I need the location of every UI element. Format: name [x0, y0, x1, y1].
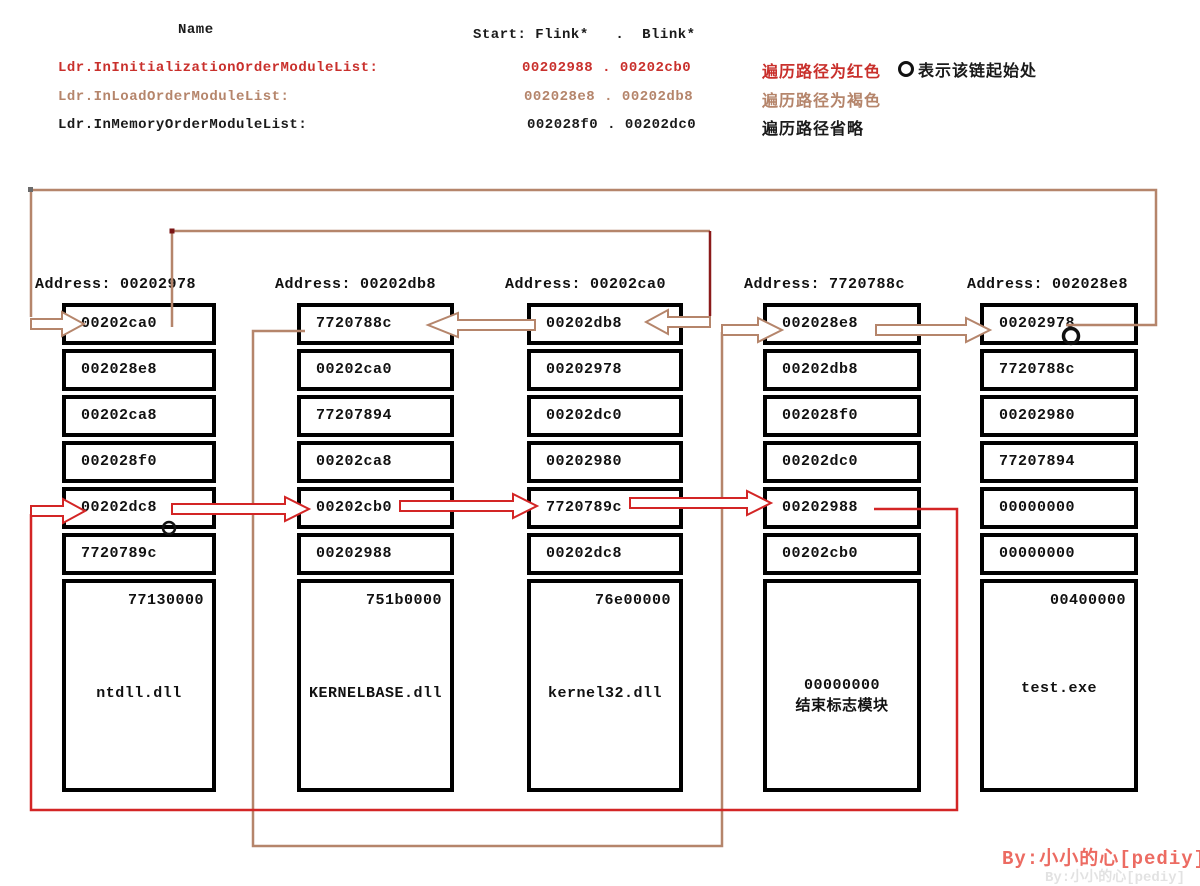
- faint-watermark-echo: By:小小的心[pediy]: [1045, 870, 1186, 886]
- memory-block-kernel32: 00202db8 00202978 00202dc0 00202980 7720…: [527, 303, 683, 792]
- block2-address: Address: 00202db8: [275, 276, 436, 293]
- cell-value: 00202cb0: [297, 487, 454, 529]
- cell-value: 002028f0: [763, 395, 921, 437]
- cell-value: 00000000: [980, 533, 1138, 575]
- row-inloadorder-label: Ldr.InLoadOrderModuleList:: [58, 89, 290, 105]
- cell-value: 00202ca0: [297, 349, 454, 391]
- cell-value: 00202dc0: [527, 395, 683, 437]
- row-inloadorder-values: 002028e8 . 00202db8: [524, 89, 694, 105]
- block4-address: Address: 7720788c: [744, 276, 905, 293]
- corner-dot: [169, 228, 175, 234]
- module-name: 00000000 结束标志模块: [767, 675, 917, 717]
- chain-start-legend-text: 表示该链起始处: [918, 63, 1038, 81]
- cell-value: 00202dc0: [763, 441, 921, 483]
- block5-address: Address: 002028e8: [967, 276, 1128, 293]
- memory-block-kernelbase: 7720788c 00202ca0 77207894 00202ca8 0020…: [297, 303, 454, 792]
- memory-block-end-marker: 002028e8 00202db8 002028f0 00202dc0 0020…: [763, 303, 921, 792]
- module-name: kernel32.dll: [547, 685, 663, 702]
- base-address: 00400000: [1049, 592, 1126, 609]
- address-value: 00202ca0: [590, 276, 667, 293]
- cell-value: 002028e8: [62, 349, 216, 391]
- cell-value: 00000000: [980, 487, 1138, 529]
- cell-value: 7720788c: [980, 349, 1138, 391]
- module-name: ntdll.dll: [96, 685, 182, 702]
- address-prefix: Address:: [275, 276, 352, 293]
- cell-value: 00202978: [980, 303, 1138, 345]
- chain-start-ring-icon: [898, 61, 914, 77]
- cell-value: 00202980: [980, 395, 1138, 437]
- row-ininitializationorder-label: Ldr.InInitializationOrderModuleList:: [58, 60, 379, 76]
- cell-value: 00202db8: [763, 349, 921, 391]
- cell-value: 002028f0: [62, 441, 216, 483]
- memory-block-testexe: 00202978 7720788c 00202980 77207894 0000…: [980, 303, 1138, 792]
- base-address: [767, 583, 917, 610]
- cell-value: 00202980: [527, 441, 683, 483]
- address-prefix: Address:: [744, 276, 821, 293]
- row-inmemoryorder-note: 遍历路径省略: [762, 121, 865, 139]
- module-line1: 00000000: [803, 677, 880, 694]
- address-prefix: Address:: [967, 276, 1044, 293]
- cell-value: 00202ca0: [62, 303, 216, 345]
- start-flink-blink-header: Start: Flink* . Blink*: [473, 27, 696, 43]
- base-address: 76e00000: [594, 592, 671, 609]
- cell-value: 77207894: [980, 441, 1138, 483]
- address-value: 00202978: [120, 276, 197, 293]
- cell-value: 00202ca8: [62, 395, 216, 437]
- cell-value: 00202db8: [527, 303, 683, 345]
- name-column-header: Name: [178, 22, 214, 38]
- cell-value: 00202cb0: [763, 533, 921, 575]
- cell-value: 00202978: [527, 349, 683, 391]
- row-ininitializationorder-note: 遍历路径为红色: [762, 64, 882, 82]
- module-cell: 77130000 ntdll.dll: [62, 579, 216, 792]
- row-inmemoryorder-values: 002028f0 . 00202dc0: [527, 117, 697, 133]
- cell-value: 00202988: [763, 487, 921, 529]
- author-watermark: By:小小的心[pediy]: [1002, 848, 1200, 870]
- base-address: 751b0000: [365, 592, 442, 609]
- cell-value: 00202dc8: [62, 487, 216, 529]
- module-name: KERNELBASE.dll: [308, 685, 443, 702]
- address-value: 002028e8: [1052, 276, 1129, 293]
- memory-block-ntdll: 00202ca0 002028e8 00202ca8 002028f0 0020…: [62, 303, 216, 792]
- address-prefix: Address:: [35, 276, 112, 293]
- cell-value: 7720789c: [527, 487, 683, 529]
- module-line2: 结束标志模块: [795, 698, 889, 715]
- row-inmemoryorder-label: Ldr.InMemoryOrderModuleList:: [58, 117, 308, 133]
- cell-value: 00202ca8: [297, 441, 454, 483]
- cell-value: 002028e8: [763, 303, 921, 345]
- row-inloadorder-note: 遍历路径为褐色: [762, 93, 882, 111]
- cell-value: 7720789c: [62, 533, 216, 575]
- module-cell: 00000000 结束标志模块: [763, 579, 921, 792]
- cell-value: 77207894: [297, 395, 454, 437]
- address-prefix: Address:: [505, 276, 582, 293]
- cell-value: 00202988: [297, 533, 454, 575]
- cell-value: 00202dc8: [527, 533, 683, 575]
- base-address: 77130000: [127, 592, 204, 609]
- module-cell: 76e00000 kernel32.dll: [527, 579, 683, 792]
- block1-address: Address: 00202978: [35, 276, 196, 293]
- corner-dot: [28, 187, 33, 192]
- module-name: test.exe: [1020, 680, 1097, 697]
- address-value: 7720788c: [829, 276, 906, 293]
- module-cell: 00400000 test.exe: [980, 579, 1138, 792]
- chain-start-legend: 表示该链起始处: [898, 57, 1037, 81]
- module-cell: 751b0000 KERNELBASE.dll: [297, 579, 454, 792]
- cell-value: 7720788c: [297, 303, 454, 345]
- address-value: 00202db8: [360, 276, 437, 293]
- block3-address: Address: 00202ca0: [505, 276, 666, 293]
- row-ininitializationorder-values: 00202988 . 00202cb0: [522, 60, 692, 76]
